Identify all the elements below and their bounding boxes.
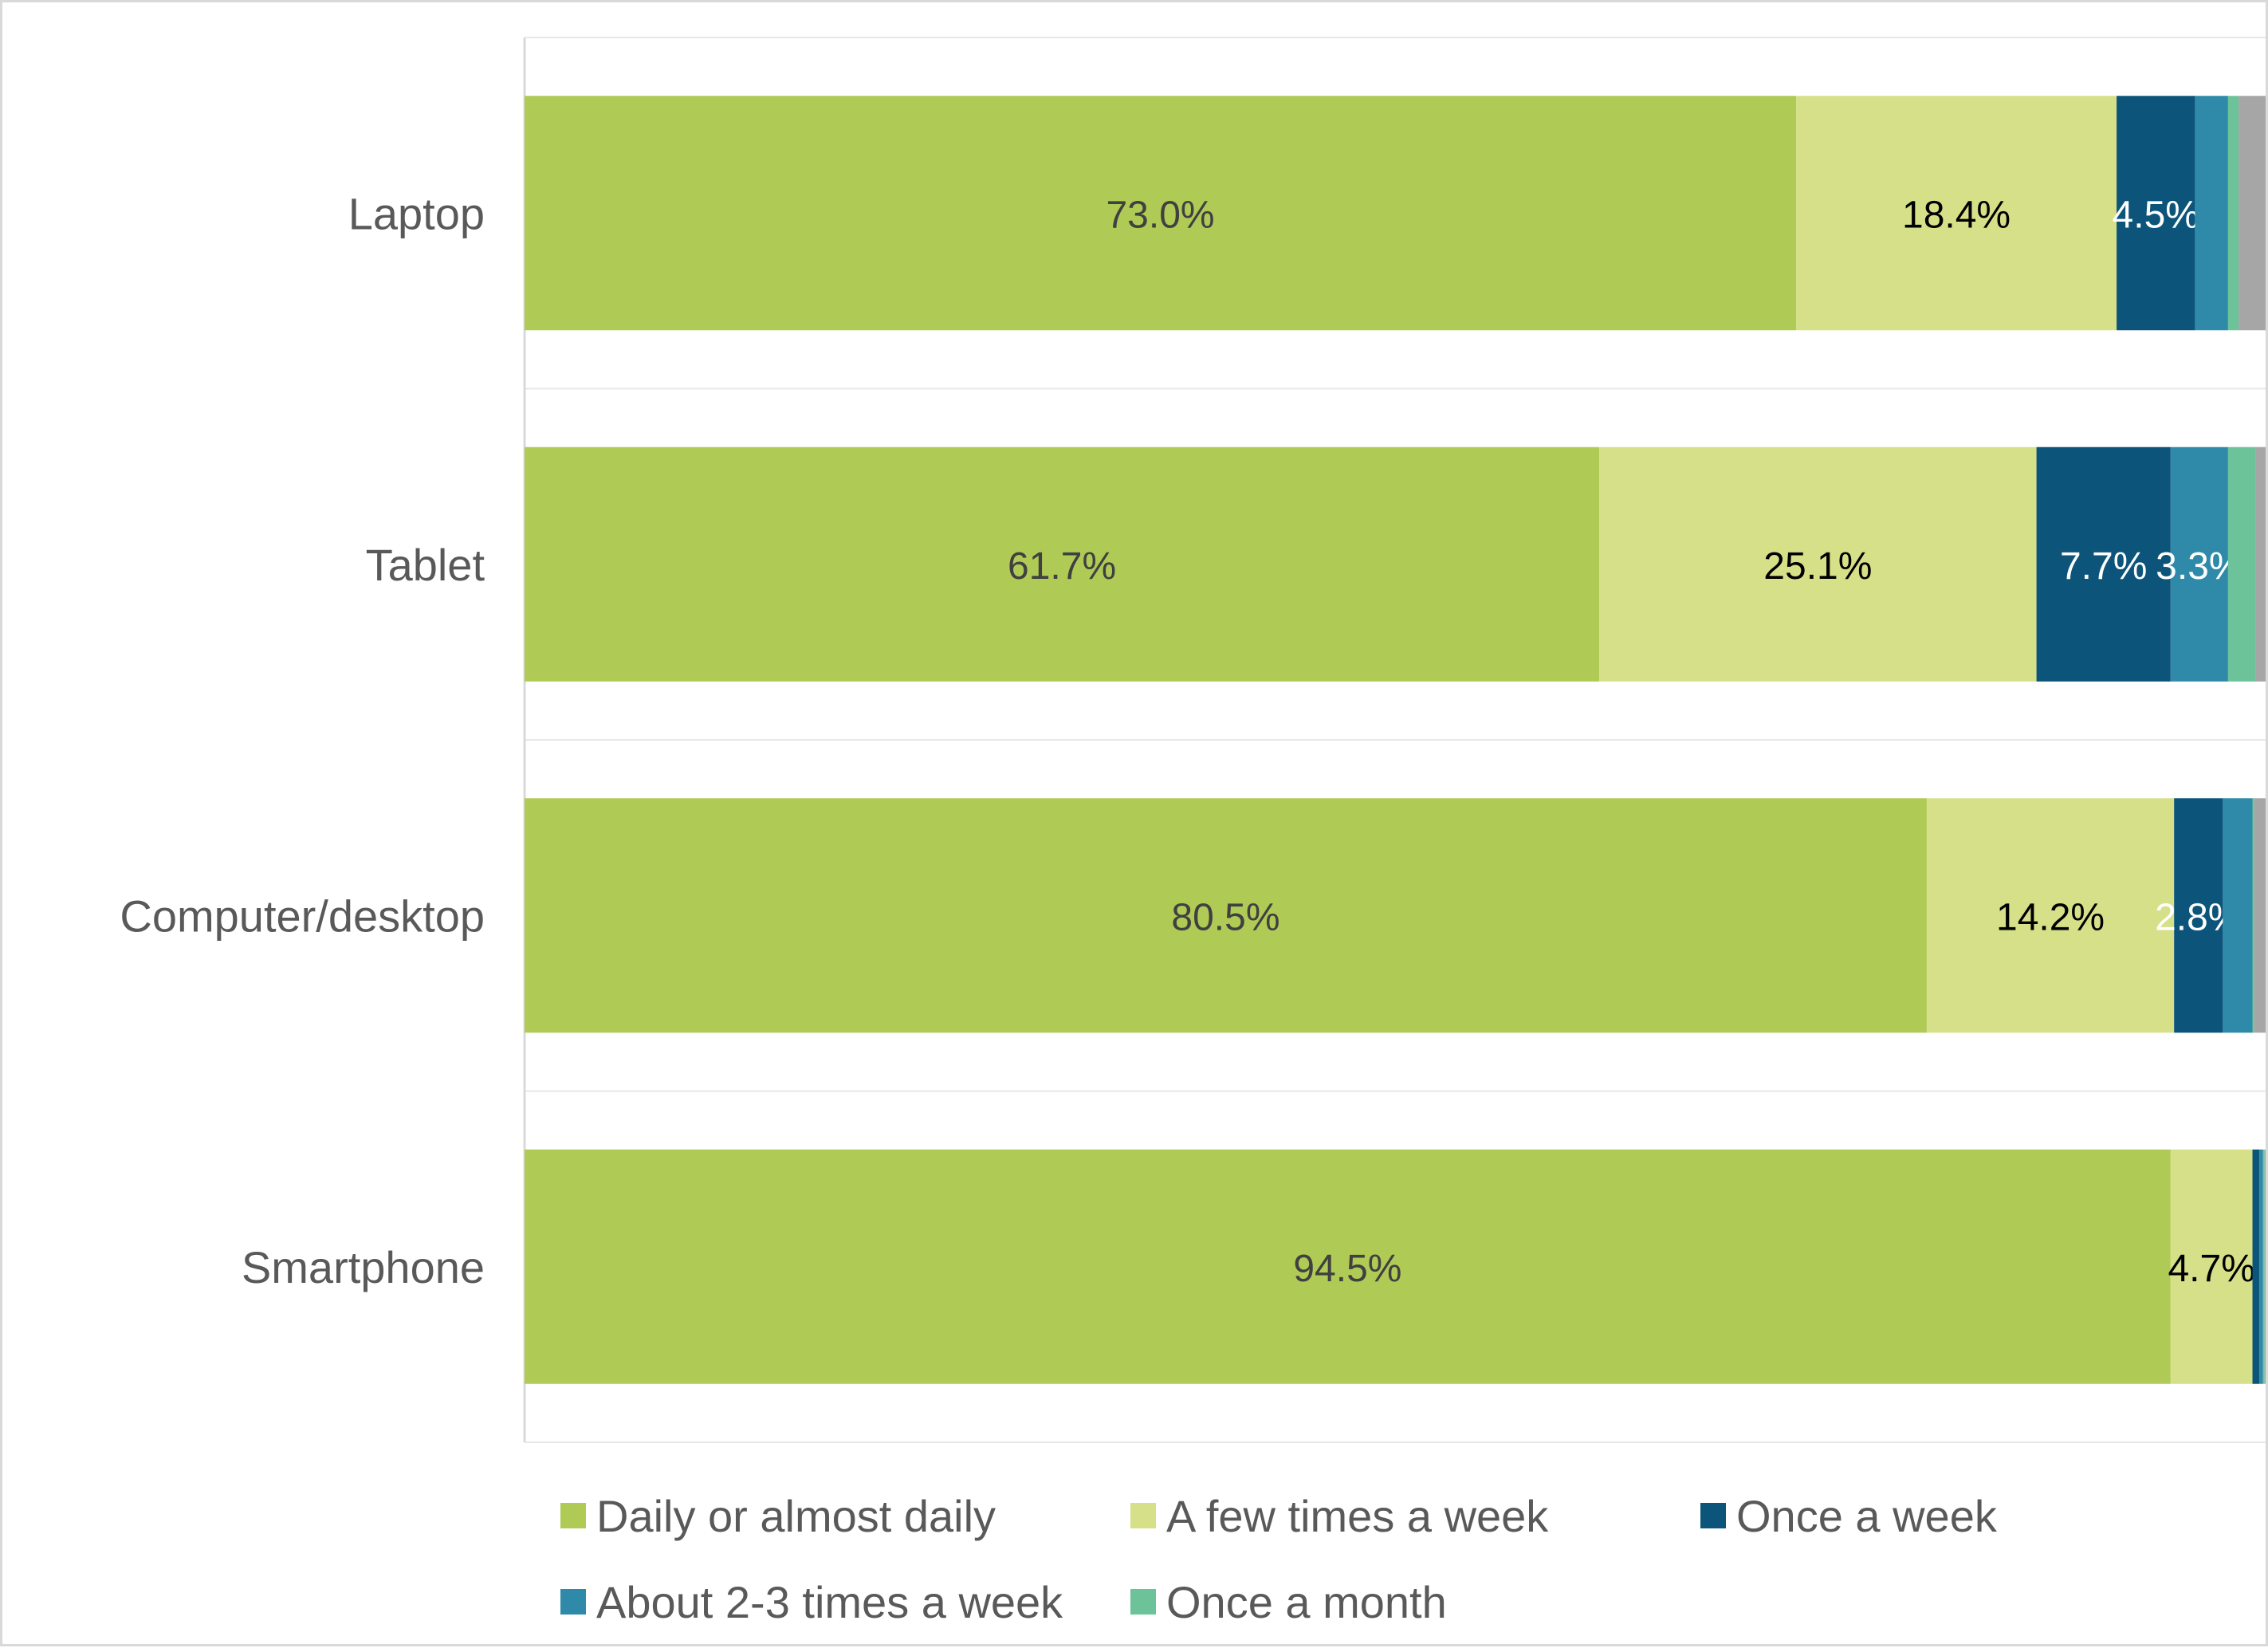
data-label: 80.5%	[1171, 896, 1279, 938]
legend-label-once-a-week: Once a week	[1736, 1491, 1998, 1541]
bar-smartphone-a-few-times-a-week	[2170, 1149, 2253, 1384]
legend-swatch-once-a-week	[1700, 1503, 1726, 1528]
data-label: 4.5%	[2113, 194, 2199, 236]
bar-tablet-a-few-times-a-week	[1599, 446, 2037, 682]
data-label: 25.1%	[1763, 545, 1872, 588]
bar-tablet-daily-or-almost-daily	[525, 446, 1600, 682]
bar-laptop-once-a-month	[2227, 96, 2239, 331]
data-label: 94.5%	[1293, 1248, 1401, 1290]
data-label: 73.0%	[1106, 194, 1214, 236]
data-label: 61.7%	[1008, 545, 1116, 588]
legend-swatch-once-a-month	[1130, 1589, 1156, 1615]
category-label-tablet: Tablet	[366, 540, 485, 590]
bar-computer-desktop-series-5	[2254, 798, 2266, 1033]
bar-tablet-once-a-week	[2036, 446, 2171, 682]
category-label-computer-desktop: Computer/desktop	[120, 891, 485, 941]
bar-smartphone-daily-or-almost-daily	[525, 1149, 2171, 1384]
bar-tablet-once-a-month	[2227, 446, 2256, 682]
bar-laptop-a-few-times-a-week	[1796, 96, 2117, 331]
bar-laptop-about-2-3-times-a-week	[2195, 96, 2228, 331]
legend-label-about-2-3-times-a-week: About 2-3 times a week	[596, 1577, 1063, 1627]
data-label: 14.2%	[1996, 896, 2105, 938]
category-labels: Laptop Tablet Computer/desktop Smartphone	[120, 188, 485, 1292]
data-label: 18.4%	[1902, 194, 2011, 236]
bar-smartphone-about-2-3-times-a-week	[2259, 1149, 2263, 1384]
bar-computer-desktop-about-2-3-times-a-week	[2223, 798, 2253, 1033]
legend-swatch-about-2-3-times-a-week	[560, 1589, 586, 1615]
bar-computer-desktop-a-few-times-a-week	[1926, 798, 2175, 1033]
bar-smartphone-series-5	[2264, 1149, 2266, 1384]
bar-tablet-series-5	[2255, 446, 2266, 682]
legend-swatch-daily-or-almost-daily	[560, 1503, 586, 1528]
category-label-smartphone: Smartphone	[242, 1242, 485, 1292]
bars: 73.0% 18.4% 4.5%61.7% 25.1% 7.7% 3.3%80.5% 14.…	[525, 96, 2266, 1384]
legend-label-once-a-month: Once a month	[1166, 1577, 1447, 1627]
bar-computer-desktop-once-a-week	[2174, 798, 2223, 1033]
bar-computer-desktop-once-a-month	[2252, 798, 2254, 1033]
legend-label-daily-or-almost-daily: Daily or almost daily	[596, 1491, 996, 1541]
legend-label-a-few-times-a-week: A few times a week	[1166, 1491, 1549, 1541]
bar-laptop-once-a-week	[2117, 96, 2195, 331]
bar-laptop-daily-or-almost-daily	[525, 96, 1797, 331]
bar-tablet-about-2-3-times-a-week	[2170, 446, 2228, 682]
legend: Daily or almost daily A few times a week O…	[560, 1491, 1998, 1627]
category-label-laptop: Laptop	[348, 188, 485, 238]
legend-swatch-a-few-times-a-week	[1130, 1503, 1156, 1528]
bar-computer-desktop-daily-or-almost-daily	[525, 798, 1927, 1033]
bar-laptop-series-5	[2239, 96, 2266, 331]
bar-smartphone-once-a-month	[2262, 1149, 2265, 1384]
bar-smartphone-once-a-week	[2252, 1149, 2260, 1384]
data-label: 7.7%	[2060, 545, 2147, 588]
data-label: 4.7%	[2168, 1248, 2254, 1290]
